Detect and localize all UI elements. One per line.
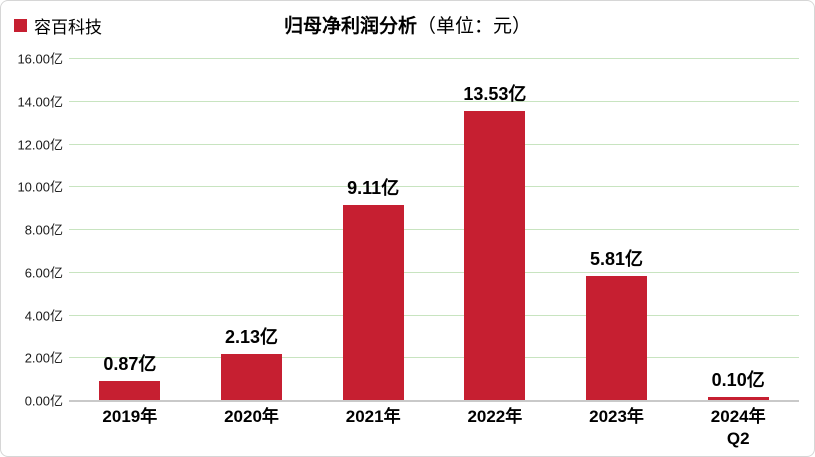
bar-value-label: 5.81亿 <box>590 248 644 269</box>
bar-value-label: 9.11亿 <box>347 178 400 199</box>
gridline <box>69 186 799 188</box>
y-tick-label: 4.00亿 <box>24 308 63 323</box>
gridline <box>69 314 799 316</box>
chart-title-main: 归母净利润分析 <box>283 16 417 37</box>
legend-swatch-icon <box>14 19 27 32</box>
bar-value-label: 2.13亿 <box>224 327 279 348</box>
bar-column: 5.81亿 <box>556 58 678 400</box>
bar-value-label: 13.53亿 <box>463 83 527 104</box>
y-tick-label: 2.00亿 <box>24 350 63 366</box>
y-tick-label: 16.00亿 <box>17 51 63 67</box>
x-tick-label: 2020年 <box>224 407 279 426</box>
x-axis-labels: 2019年 2020年 2021年 2022年 2023年 2024年 Q2 <box>69 406 799 450</box>
bar-2022年 <box>464 110 526 400</box>
gridline <box>69 100 799 102</box>
gridline <box>69 357 799 359</box>
gridline <box>69 229 799 230</box>
legend-label: 容百科技 <box>34 18 102 37</box>
x-tick-label: 2023年 <box>589 407 644 426</box>
gridline <box>69 143 799 145</box>
bar-column: 0.10亿 <box>677 58 799 400</box>
bar-column: 9.11亿 <box>312 58 434 400</box>
bar-value-label: 0.87亿 <box>103 354 157 375</box>
bar-column: 0.87亿 <box>69 58 191 400</box>
plot-area: 16.00亿 14.00亿 12.00亿 10.00亿 8.00亿 6.00亿 4.00亿 2… <box>17 52 799 409</box>
y-tick-label: 0.00亿 <box>24 393 63 409</box>
chart-title-unit: （单位：元） <box>417 16 532 37</box>
gridline <box>69 58 799 59</box>
x-tick-label: 2022年 <box>467 407 523 426</box>
bar-2024年-Q2 <box>707 397 769 400</box>
bar-2020年 <box>221 354 282 400</box>
x-tick-label: 2021年 <box>345 407 401 426</box>
x-tick-label: 2024年 Q2 <box>710 407 766 449</box>
legend: 容百科技 <box>14 13 102 38</box>
chart-title: 归母净利润分析（单位：元） <box>1 11 814 38</box>
bar-2019年 <box>99 381 161 400</box>
gridline <box>69 271 799 273</box>
y-tick-label: 14.00亿 <box>17 94 63 110</box>
y-tick-label: 12.00亿 <box>17 137 63 152</box>
bars-row: 0.87亿 2.13亿 9.11亿 13.53亿 5.81亿 0.10亿 <box>69 58 799 400</box>
bar-2023年 <box>586 275 648 400</box>
bar-2021年 <box>342 205 404 400</box>
y-tick-label: 6.00亿 <box>24 265 63 281</box>
y-tick-label: 8.00亿 <box>24 222 63 238</box>
bar-value-label: 0.10亿 <box>711 370 765 390</box>
bar-column: 13.53亿 <box>434 58 556 400</box>
x-tick-label: 2019年 <box>102 407 158 426</box>
y-tick-label: 10.00亿 <box>17 179 63 195</box>
bar-column: 2.13亿 <box>191 58 313 400</box>
